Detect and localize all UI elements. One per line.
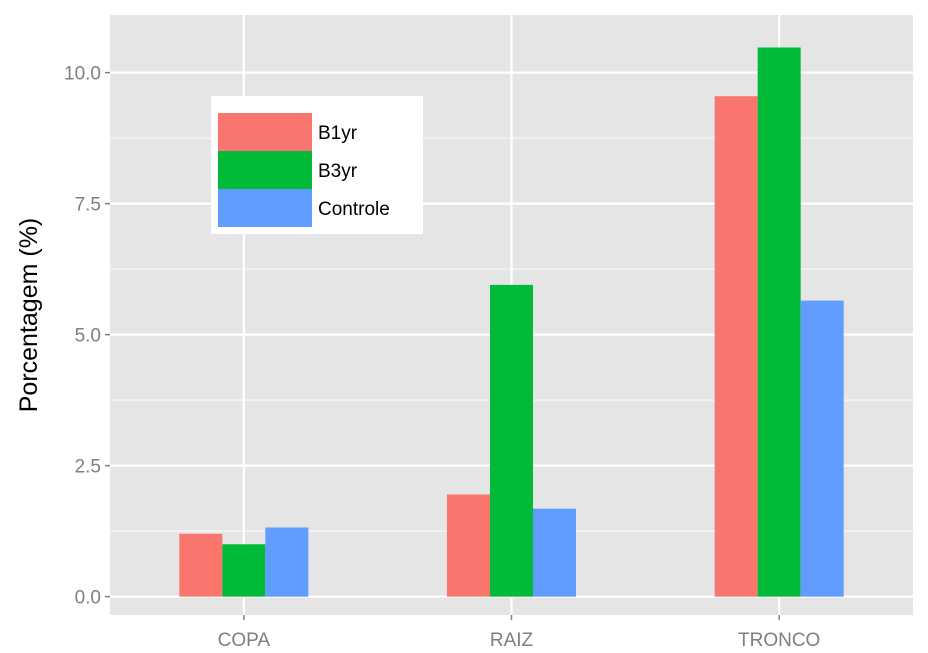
y-axis-title: Porcentagem (%) [15,218,43,413]
legend-label-b1yr: B1yr [318,123,358,144]
bar-b1yr-raiz [447,494,490,597]
legend-key-b3yr [218,151,312,189]
legend-label-controle: Controle [318,199,390,220]
bars-group [179,47,844,597]
bar-controle-copa [265,527,309,597]
y-tick-label: 5.0 [75,326,101,347]
y-tick-label: 0.0 [75,588,101,609]
x-axis-ticks: COPA RAIZ TRONCO [218,615,820,651]
bar-b3yr-copa [222,544,266,597]
x-tick-label: TRONCO [738,630,820,651]
bar-controle-raiz [533,508,576,597]
y-axis-ticks: 0.0 2.5 5.0 7.5 10.0 [64,64,110,609]
x-tick-label: COPA [218,630,271,651]
legend: B1yr B3yr Controle [211,96,423,234]
legend-key-controle [218,189,312,227]
bar-b1yr-copa [179,533,223,597]
bar-controle-tronco [800,300,844,597]
bar-b3yr-raiz [490,284,533,597]
y-tick-label: 7.5 [75,195,101,216]
legend-label-b3yr: B3yr [318,161,358,182]
y-tick-label: 10.0 [64,64,101,85]
x-tick-label: RAIZ [490,630,534,651]
y-tick-label: 2.5 [75,457,101,478]
bar-b3yr-tronco [757,47,801,597]
legend-key-b1yr [218,113,312,151]
bar-b1yr-tronco [714,96,758,597]
